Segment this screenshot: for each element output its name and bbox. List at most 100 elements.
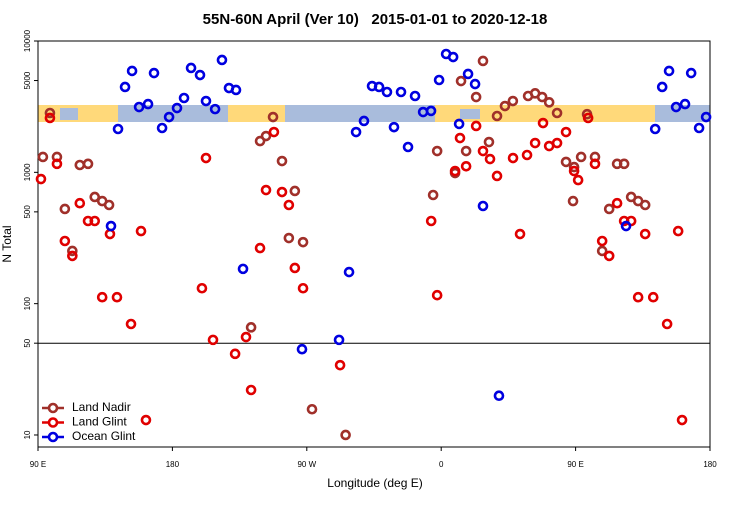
point (603, 250, 615, 262)
point (388, 121, 400, 133)
point (37, 151, 49, 163)
point (560, 156, 572, 168)
point (333, 334, 345, 346)
point (297, 236, 309, 248)
point (156, 122, 168, 134)
legend-marker (47, 431, 59, 443)
point (514, 228, 526, 240)
point (207, 334, 219, 346)
point (483, 136, 495, 148)
point (700, 111, 712, 123)
point (431, 289, 443, 301)
point (567, 195, 579, 207)
point (460, 160, 472, 172)
point (685, 67, 697, 79)
point (340, 429, 351, 441)
point (507, 95, 519, 107)
point (596, 245, 608, 257)
legend-marker (47, 402, 59, 414)
point (289, 262, 301, 274)
point (133, 101, 145, 113)
point (603, 203, 615, 215)
point (289, 185, 301, 197)
point (196, 282, 208, 294)
point (395, 86, 407, 98)
point (477, 55, 489, 67)
point (449, 165, 461, 177)
point (254, 135, 266, 147)
point (334, 359, 346, 371)
point (469, 78, 481, 90)
x-tick-label: 90 E (30, 460, 46, 469)
point (230, 84, 242, 96)
point (240, 331, 252, 343)
point (276, 186, 288, 198)
point (596, 235, 608, 247)
point (171, 102, 183, 114)
point (639, 228, 651, 240)
point (568, 165, 580, 177)
point (551, 137, 563, 149)
y-tick-label: 5000 (23, 71, 32, 89)
y-tick-label: 10 (23, 430, 32, 439)
point (200, 95, 212, 107)
point (493, 390, 505, 402)
point (575, 151, 587, 163)
point (425, 105, 437, 117)
point (125, 318, 137, 330)
point (470, 120, 482, 132)
point (572, 174, 584, 186)
point (74, 159, 86, 171)
point (89, 191, 101, 203)
point (112, 123, 124, 135)
point (447, 51, 459, 63)
point (135, 225, 147, 237)
point (67, 245, 78, 257)
point (427, 189, 439, 201)
point (245, 322, 257, 333)
point (111, 291, 123, 303)
point (676, 414, 688, 426)
point (543, 97, 555, 108)
point (618, 158, 630, 170)
point (656, 81, 668, 93)
point (59, 203, 71, 215)
point (620, 220, 632, 232)
point (455, 75, 467, 87)
point (237, 263, 249, 275)
point (454, 132, 466, 144)
point (470, 91, 482, 103)
point (267, 111, 279, 123)
point (306, 403, 318, 415)
point (661, 318, 673, 330)
point (44, 112, 56, 124)
point (679, 98, 691, 110)
x-tick-label: 90 E (567, 460, 583, 469)
point (44, 107, 56, 119)
point (296, 343, 308, 355)
point (647, 291, 659, 303)
point (484, 153, 496, 165)
point (589, 158, 601, 170)
point (194, 69, 206, 81)
point (560, 126, 572, 138)
x-tick-label: 180 (166, 460, 180, 469)
y-axis-label: N Total (0, 225, 14, 262)
land-ocean-strip (38, 105, 710, 122)
x-tick-label: 90 W (297, 460, 316, 469)
legend-marker (47, 417, 59, 428)
point (582, 112, 594, 124)
point (89, 215, 101, 227)
point (142, 98, 154, 110)
point (105, 220, 117, 232)
point (381, 86, 393, 98)
y-tick-label: 500 (23, 205, 32, 219)
point (283, 199, 295, 211)
x-axis-label: Longitude (deg E) (327, 476, 422, 490)
point (350, 126, 362, 138)
point (477, 200, 489, 212)
point (639, 199, 651, 211)
point (126, 65, 138, 77)
legend-label: Land Glint (72, 415, 127, 429)
